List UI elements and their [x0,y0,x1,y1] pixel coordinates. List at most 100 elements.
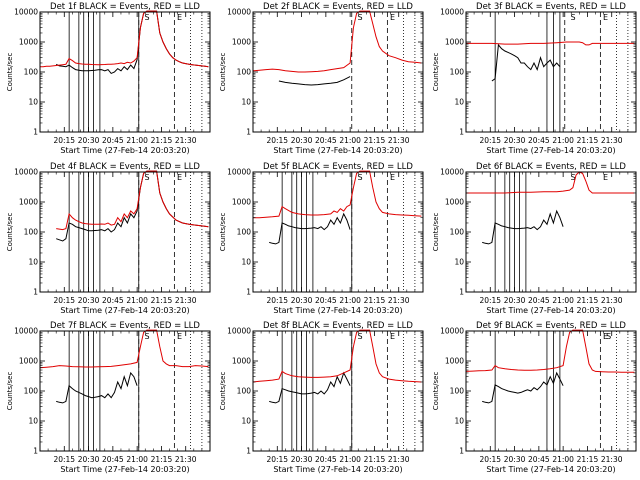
panel-2-xtick-20:15: 20:15 [266,136,288,145]
panel-5-xtick-20:45: 20:45 [315,296,337,305]
panel-6-ytick-100: 100 [450,228,465,237]
panel-8-ytick-10000: 10000 [227,327,251,336]
panel-5-series-events [269,212,351,245]
panel-9-ytick-1000: 1000 [445,357,464,366]
panel-6-xtick-20:15: 20:15 [479,296,501,305]
panel-9-frame [465,330,637,452]
panel-3-ytick-1: 1 [459,128,464,137]
panel-3-series-lld [466,41,635,46]
panel-7-frame [39,330,211,452]
panel-2-xtick-21:15: 21:15 [364,136,386,145]
panel-6-xtick-21:15: 21:15 [577,296,599,305]
panel-7-xtick-21:30: 21:30 [175,455,197,464]
panel-3-xtick-21:00: 21:00 [552,136,574,145]
panel-8-xtick-21:00: 21:00 [339,455,361,464]
panel-8-ytick-1000: 1000 [232,357,251,366]
panel-3-xlabel: Start Time (27-Feb-14 20:03:20) [486,146,615,155]
panel-1-ytick-1: 1 [33,128,38,137]
panel-6-series-events [482,209,564,245]
panel-9-xtick-20:15: 20:15 [479,455,501,464]
panel-2-ytick-1: 1 [246,128,251,137]
panel-5-title: Det 5f BLACK = Events, RED = LLD [263,162,413,172]
panel-8-xtick-20:45: 20:45 [315,455,337,464]
panel-4-xtick-21:00: 21:00 [126,296,148,305]
panel-2-xtick-21:00: 21:00 [339,136,361,145]
panel-2-series-events [278,76,351,86]
panel-7-xtick-21:00: 21:00 [126,455,148,464]
panel-5-start-marker: S [357,173,362,182]
panel-2-start-marker: S [357,13,362,22]
panel-3-frame [465,11,637,133]
panel-7-xtick-20:45: 20:45 [102,455,124,464]
panel-9-ytick-100: 100 [450,387,465,396]
panel-4-series-lld [56,170,209,231]
panel-9-ytick-1: 1 [459,447,464,456]
panel-1-title: Det 1f BLACK = Events, RED = LLD [50,2,200,12]
panel-4-ylabel: Counts/sec [6,213,14,252]
panel-2-frame [252,11,424,133]
panel-5-ytick-1: 1 [246,288,251,297]
panel-5-ytick-10000: 10000 [227,168,251,177]
panel-4-xtick-20:15: 20:15 [53,296,75,305]
panel-3-title: Det 3f BLACK = Events, RED = LLD [476,2,626,12]
panel-7-xtick-20:30: 20:30 [78,455,100,464]
panel-9-xtick-21:00: 21:00 [552,455,574,464]
panel-3-ytick-10000: 10000 [440,8,464,17]
panel-1-ytick-1000: 1000 [19,38,38,47]
panel-3-xtick-20:30: 20:30 [504,136,526,145]
panel-9-title: Det 9f BLACK = Events, RED = LLD [476,321,626,331]
panel-8-series-lld [253,329,422,383]
panel-6-ytick-10: 10 [454,258,464,267]
panel-8-series-events [269,371,351,404]
panel-1-xlabel: Start Time (27-Feb-14 20:03:20) [60,146,189,155]
panel-9-xtick-20:30: 20:30 [504,455,526,464]
panel-2-xtick-20:30: 20:30 [291,136,313,145]
panel-3-xtick-20:15: 20:15 [479,136,501,145]
panel-3-xtick-21:30: 21:30 [601,136,623,145]
panel-6-xtick-21:30: 21:30 [601,296,623,305]
panel-2-xtick-20:45: 20:45 [315,136,337,145]
panel-7-xtick-20:15: 20:15 [53,455,75,464]
panel-6-xtick-20:45: 20:45 [528,296,550,305]
panel-3-xtick-20:45: 20:45 [528,136,550,145]
panel-1-ytick-100: 100 [24,68,39,77]
panel-7-ytick-1: 1 [33,447,38,456]
panel-1-series-lld [40,10,209,68]
panel-7-ytick-1000: 1000 [19,357,38,366]
panel-9-series-events [482,371,564,404]
panel-1-end-marker: E [177,13,182,22]
panel-1-xtick-21:00: 21:00 [126,136,148,145]
panel-7-series-events [56,371,138,404]
panel-7-ytick-10000: 10000 [14,327,38,336]
panel-3-start-marker: S [570,13,575,22]
panel-6-ytick-1: 1 [459,288,464,297]
panel-1-start-marker: S [144,13,149,22]
panel-3-series-events [491,43,561,82]
panel-9-ytick-10: 10 [454,417,464,426]
panel-8-start-marker: S [357,332,362,341]
panel-2-ytick-10: 10 [241,98,251,107]
panel-6-xtick-21:00: 21:00 [552,296,574,305]
panel-4-ytick-1: 1 [33,288,38,297]
panel-2-title: Det 2f BLACK = Events, RED = LLD [263,2,413,12]
panel-5-ylabel: Counts/sec [219,213,227,252]
panel-8-frame [252,330,424,452]
panel-5-xtick-21:30: 21:30 [388,296,410,305]
panel-7-end-marker: E [177,332,182,341]
panel-4-ytick-1000: 1000 [19,198,38,207]
panel-5-series-lld [253,170,422,219]
panel-5-xlabel: Start Time (27-Feb-14 20:03:20) [273,306,402,315]
panel-4-xtick-21:15: 21:15 [151,296,173,305]
panel-6-end-marker: E [603,173,608,182]
panel-9-series-lld [466,329,635,373]
panel-6-start-marker: S [570,173,575,182]
panel-3-xtick-21:15: 21:15 [577,136,599,145]
panel-5-xtick-21:00: 21:00 [339,296,361,305]
panel-6-title: Det 6f BLACK = Events, RED = LLD [476,162,626,172]
panel-4-ytick-10: 10 [28,258,38,267]
panel-9-xtick-20:45: 20:45 [528,455,550,464]
panel-5-xtick-20:30: 20:30 [291,296,313,305]
panel-3-end-marker: E [603,13,608,22]
panel-5-xtick-20:15: 20:15 [266,296,288,305]
